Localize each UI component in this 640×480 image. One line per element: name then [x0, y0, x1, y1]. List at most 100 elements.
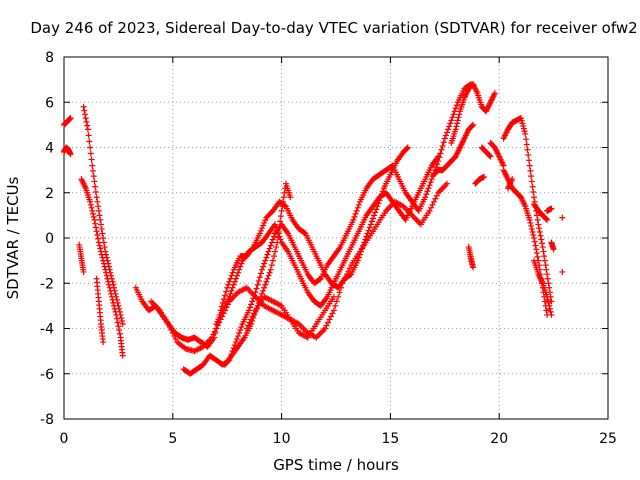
data-point-trail — [84, 122, 91, 129]
data-point — [261, 284, 268, 291]
data-point-trail — [547, 308, 554, 315]
data-point-trail — [108, 290, 115, 297]
data-point-trail — [82, 111, 89, 118]
series-s17 — [472, 173, 487, 187]
data-point-trail — [111, 302, 118, 309]
data-point-trail — [264, 251, 271, 258]
data-point-trail — [528, 222, 535, 229]
y-tick-label: -4 — [40, 322, 54, 338]
data-point-trail — [527, 167, 534, 174]
data-point-trail — [225, 281, 232, 288]
data-point-trail — [443, 129, 450, 136]
series-s3 — [80, 103, 126, 327]
data-point-trail — [257, 227, 264, 234]
data-point-trail — [226, 278, 233, 285]
data-point-trail — [325, 319, 332, 326]
data-point — [252, 289, 259, 296]
data-point — [232, 275, 239, 282]
data-point — [100, 339, 107, 346]
data-point-trail — [101, 244, 108, 251]
data-point-trail — [446, 123, 453, 130]
data-point-trail — [86, 138, 93, 145]
x-tick-label: 20 — [490, 431, 508, 447]
data-point — [470, 121, 477, 128]
data-point-trail — [345, 268, 352, 275]
data-point-trail — [89, 207, 96, 214]
data-point-trail — [248, 301, 255, 308]
data-point — [526, 216, 533, 223]
data-point-trail — [94, 231, 101, 238]
data-point-trail — [543, 266, 550, 273]
data-point-trail — [115, 323, 122, 330]
data-point-trail — [268, 262, 275, 269]
data-point-trail — [518, 117, 525, 124]
y-tick-label: 0 — [45, 231, 54, 247]
series-s6 — [93, 275, 107, 346]
data-point-trail — [534, 216, 541, 223]
data-point-trail — [542, 262, 549, 269]
data-point-trail — [116, 327, 123, 334]
data-point — [428, 176, 435, 183]
data-point — [550, 246, 557, 253]
series-s10 — [213, 153, 442, 327]
data-point-trail — [453, 123, 460, 130]
data-point-trail — [88, 204, 95, 211]
data-point-trail — [438, 146, 445, 153]
data-point-trail — [81, 107, 88, 114]
data-point-trail — [440, 139, 447, 146]
data-point-trail — [533, 250, 540, 257]
data-point — [441, 135, 448, 142]
data-point — [224, 284, 231, 291]
data-point-trail — [449, 114, 456, 121]
data-point — [448, 117, 455, 124]
data-point-trail — [437, 150, 444, 157]
data-point-trail — [366, 224, 373, 231]
series-s16 — [465, 244, 477, 271]
data-point-trail — [229, 284, 236, 291]
data-point-trail — [354, 204, 361, 211]
data-point-trail — [439, 142, 446, 149]
data-point-trail — [272, 248, 279, 255]
data-point-trail — [88, 156, 95, 163]
data-point — [91, 216, 98, 223]
data-point-trail — [404, 145, 411, 152]
data-point-trail — [262, 217, 269, 224]
y-axis-ticks: -8 -6 -4 -2 0 2 4 6 8 — [40, 50, 608, 428]
data-point-trail — [262, 257, 269, 264]
data-point-trail — [90, 167, 97, 174]
data-point — [539, 244, 546, 251]
series-s1 — [61, 144, 74, 158]
series-s2 — [61, 115, 74, 128]
data-point — [80, 268, 87, 275]
data-point — [113, 311, 120, 318]
data-point-trail — [87, 150, 94, 157]
data-point-trail — [109, 296, 116, 303]
data-point — [422, 194, 429, 201]
data-point-trail — [231, 278, 238, 285]
data-point-trail — [371, 212, 378, 219]
data-point — [67, 151, 74, 158]
data-point — [544, 271, 551, 278]
data-point-trail — [111, 305, 118, 312]
data-point-trail — [270, 253, 277, 260]
data-point — [259, 266, 266, 273]
data-point-trail — [235, 269, 242, 276]
data-point-trail — [546, 284, 553, 291]
data-point-trail — [227, 275, 234, 282]
data-point-trail — [273, 244, 280, 251]
data-point — [350, 216, 357, 223]
data-point-trail — [545, 299, 552, 306]
data-point-trail — [372, 209, 379, 216]
data-point-trail — [533, 212, 540, 219]
data-point-trail — [423, 191, 430, 198]
data-point-trail — [263, 278, 270, 285]
data-point-trail — [425, 185, 432, 192]
data-point-trail — [523, 136, 530, 143]
data-point — [522, 130, 529, 137]
data-point-trail — [262, 281, 269, 288]
data-point-trail — [277, 218, 284, 225]
series-s9 — [180, 81, 474, 377]
data-point-trail — [352, 210, 359, 217]
series-s12 — [222, 180, 294, 368]
data-point-trail — [541, 253, 548, 260]
